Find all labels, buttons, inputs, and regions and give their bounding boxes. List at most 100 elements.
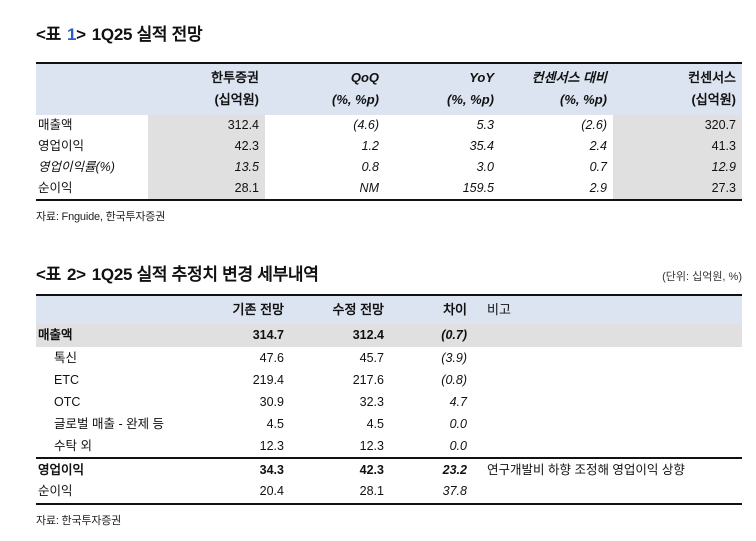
table1-cell-qoq: 1.2 <box>361 139 379 153</box>
table2-title-text: 1Q25 실적 추정치 변경 세부내역 <box>91 265 319 284</box>
table2-cell-diff: (3.9) <box>441 351 467 365</box>
table1-cell-vs-consensus: (2.6) <box>581 118 607 132</box>
table2-cell-diff: (0.8) <box>441 373 467 387</box>
table1-header-cell: 컨센서스 (십억원) <box>613 67 742 111</box>
table1-cell-consensus: 27.3 <box>613 178 742 199</box>
table1-row-label: 영업이익률(%) <box>38 160 115 174</box>
table-row: 톡신 47.6 45.7 (3.9) <box>36 347 742 369</box>
table2-cell-note <box>473 347 742 369</box>
table2-unit-note: (단위: 십억원, %) <box>662 271 742 283</box>
table2-cell-prev: 34.3 <box>259 463 284 477</box>
table2-cell-note <box>473 435 742 457</box>
table1-cell-hantu: 13.5 <box>148 157 265 178</box>
table2-cell-note <box>473 369 742 391</box>
table2-row-label: 영업이익 <box>38 463 85 477</box>
table1-source: 자료: Fnguide, 한국투자증권 <box>36 211 166 223</box>
table2-cell-note <box>473 480 742 503</box>
table-row: 영업이익률(%) 13.5 0.8 3.0 0.7 12.9 <box>36 157 742 178</box>
table1-cell-consensus: 41.3 <box>613 136 742 157</box>
table1-cell-consensus: 12.9 <box>613 157 742 178</box>
table1-header-unit: (십억원) <box>214 92 259 107</box>
table2-cell-revised: 42.3 <box>359 463 384 477</box>
table1-cell-hantu: 312.4 <box>148 115 265 136</box>
table1-title-text: 1Q25 실적 전망 <box>91 25 203 44</box>
table2-cell-prev: 20.4 <box>259 484 284 498</box>
table2-cell-revised: 4.5 <box>366 417 384 431</box>
table1-header-row: 한투증권 (십억원) QoQ (%, %p) YoY (%, %p) 컨센서스 … <box>36 64 742 115</box>
table2-title-bracket-close: > <box>76 265 86 284</box>
table1-header-unit: (%, %p) <box>332 92 379 107</box>
table2-body: 매출액 314.7 312.4 (0.7) 톡신 47.6 45.7 (3.9)… <box>36 324 742 503</box>
table2-cell-diff: 23.2 <box>442 463 467 477</box>
table1-cell-hantu: 28.1 <box>148 178 265 199</box>
table1-cell-hantu: 42.3 <box>148 136 265 157</box>
table2: 기존 전망 수정 전망 차이 비고 매출액 314.7 312.4 (0.7) … <box>36 294 742 505</box>
table2-cell-note <box>473 413 742 435</box>
table2-title-row: <표 2 > 1Q25 실적 추정치 변경 세부내역 (단위: 십억원, %) <box>36 260 742 285</box>
table1-header-unit: (%, %p) <box>447 92 494 107</box>
table1-header-cell: 한투증권 (십억원) <box>148 67 265 111</box>
table1-header-unit: (%, %p) <box>560 92 607 107</box>
table2-header-empty <box>36 296 160 324</box>
table1-title-bracket-open: <표 <box>36 25 61 44</box>
table2-cell-note <box>473 391 742 413</box>
table1-cell-vs-consensus: 2.4 <box>589 139 607 153</box>
table1-cell-qoq: (4.6) <box>353 118 379 132</box>
table1-title-number: 1 <box>66 25 77 44</box>
table-row: 순이익 28.1 NM 159.5 2.9 27.3 <box>36 178 742 199</box>
table1-header-label: 컨센서스 대비 <box>531 70 607 85</box>
table1-header-label: 컨센서스 <box>688 70 736 85</box>
table1-header-empty <box>36 67 148 111</box>
table1-header-label: 한투증권 <box>211 70 259 85</box>
table2-cell-diff: 4.7 <box>449 395 467 409</box>
table2-cell-revised: 28.1 <box>359 484 384 498</box>
table1-header-label: YoY <box>469 70 494 85</box>
table2-cell-note <box>473 324 742 347</box>
table2-title: <표 2 > 1Q25 실적 추정치 변경 세부내역 <box>36 260 319 285</box>
table-row: 순이익 20.4 28.1 37.8 <box>36 480 742 503</box>
table1-header-unit: (십억원) <box>691 92 736 107</box>
table2-cell-diff: 37.8 <box>442 484 467 498</box>
table2-row-label: OTC <box>54 395 81 409</box>
table-row: OTC 30.9 32.3 4.7 <box>36 391 742 413</box>
table2-cell-prev: 314.7 <box>252 328 284 342</box>
table2-header-prev: 기존 전망 <box>232 302 284 317</box>
table2-header-note: 비고 <box>487 302 511 317</box>
table1-cell-yoy: 5.3 <box>476 118 494 132</box>
table1-cell-vs-consensus: 0.7 <box>589 160 607 174</box>
table2-title-bracket-open: <표 <box>36 265 61 284</box>
table1-header-label: QoQ <box>350 70 379 85</box>
table2-cell-diff: (0.7) <box>441 328 467 342</box>
table2-title-number: 2 <box>66 265 77 284</box>
table2-row-label: 수탁 외 <box>54 439 92 453</box>
table1: 한투증권 (십억원) QoQ (%, %p) YoY (%, %p) 컨센서스 … <box>36 62 742 201</box>
table1-row-label: 순이익 <box>38 181 73 195</box>
table2-cell-prev: 219.4 <box>252 373 284 387</box>
table2-row-label: ETC <box>54 373 79 387</box>
table-row: 영업이익 42.3 1.2 35.4 2.4 41.3 <box>36 136 742 157</box>
table1-header-cell: 컨센서스 대비 (%, %p) <box>500 67 613 111</box>
table1-cell-yoy: 35.4 <box>469 139 494 153</box>
table2-header-row: 기존 전망 수정 전망 차이 비고 <box>36 296 742 324</box>
table2-cell-revised: 32.3 <box>359 395 384 409</box>
table2-header-revised: 수정 전망 <box>332 302 384 317</box>
table-row: 글로벌 매출 - 완제 등 4.5 4.5 0.0 <box>36 413 742 435</box>
table2-cell-revised: 217.6 <box>352 373 384 387</box>
table2-cell-revised: 12.3 <box>359 439 384 453</box>
table-row: ETC 219.4 217.6 (0.8) <box>36 369 742 391</box>
table2-cell-note: 연구개발비 하향 조정해 영업이익 상향 <box>487 463 685 477</box>
table1-cell-vs-consensus: 2.9 <box>589 181 607 195</box>
table1-body: 매출액 312.4 (4.6) 5.3 (2.6) 320.7 영업이익 42.… <box>36 115 742 199</box>
table1-header-cell: YoY (%, %p) <box>385 67 500 111</box>
table2-cell-prev: 12.3 <box>259 439 284 453</box>
table1-cell-consensus: 320.7 <box>613 115 742 136</box>
table1-cell-qoq: 0.8 <box>361 160 379 174</box>
table-row: 매출액 312.4 (4.6) 5.3 (2.6) 320.7 <box>36 115 742 136</box>
table2-row-label: 톡신 <box>54 351 78 365</box>
table2-cell-diff: 0.0 <box>449 439 467 453</box>
table2-header-diff: 차이 <box>443 302 467 317</box>
table1-row-label: 영업이익 <box>38 139 85 153</box>
table1-row-label: 매출액 <box>38 118 73 132</box>
table2-row-label: 순이익 <box>38 484 73 498</box>
